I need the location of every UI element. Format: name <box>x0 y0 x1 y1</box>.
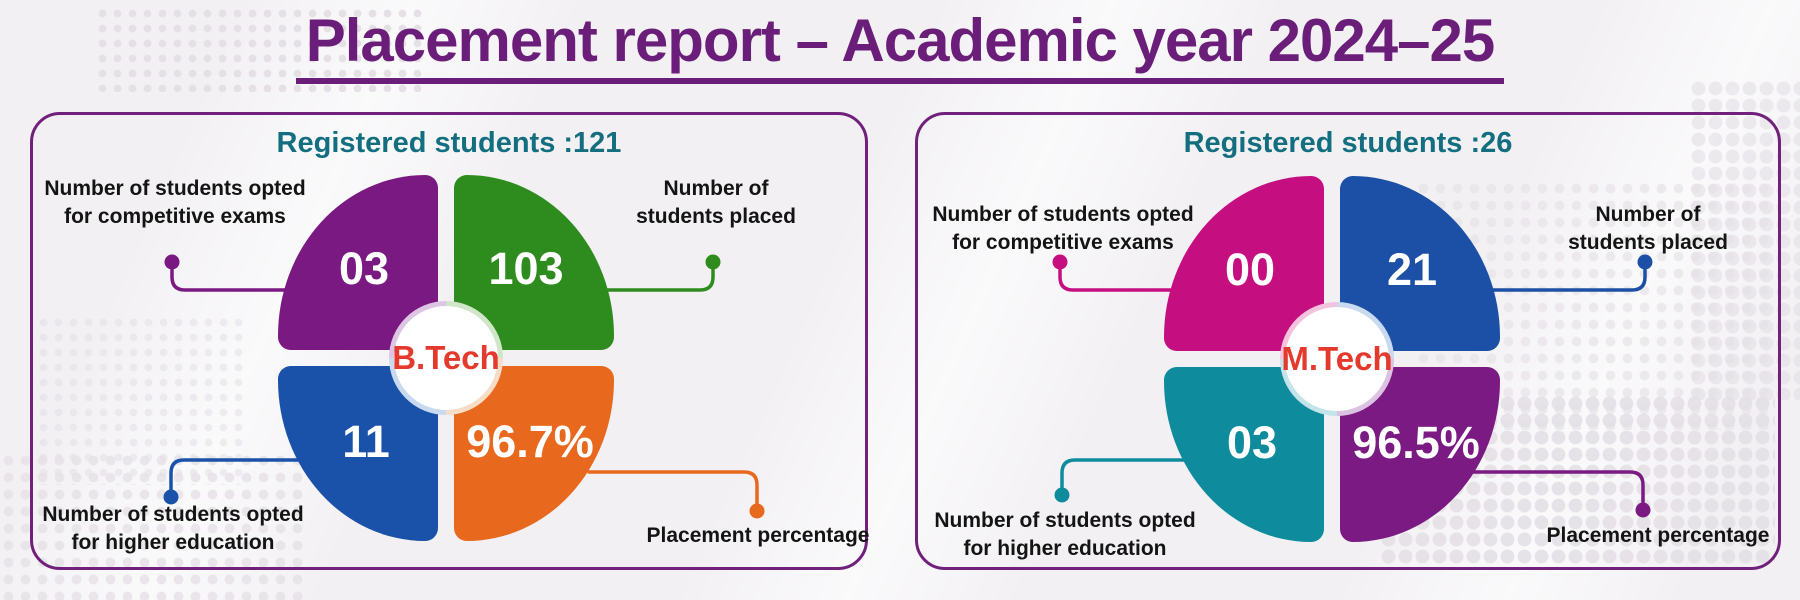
panel-btech: Registered students :121 03 103 11 96.7%… <box>30 112 869 570</box>
chart-center-label-mtech: M.Tech <box>1281 307 1393 411</box>
segment-value: 00 <box>1224 243 1276 295</box>
registered-students-btech: Registered students :121 <box>276 127 622 159</box>
segment-value: 103 <box>488 242 564 294</box>
label-line: Placement percentage <box>646 524 870 547</box>
page-title-wrap: Placement report – Academic year 2024–25 <box>0 8 1800 84</box>
label-line: for competitive exams <box>952 231 1174 254</box>
label-higher-ed-mtech: Number of students opted for higher educ… <box>930 507 1200 563</box>
label-line: for higher education <box>71 531 275 554</box>
label-line: students placed <box>1568 231 1728 254</box>
label-line: Number of students opted <box>932 203 1194 226</box>
label-line: Number of <box>663 177 769 200</box>
label-line: for competitive exams <box>64 205 286 228</box>
segment-value: 96.5% <box>1352 416 1480 468</box>
segment-value: 11 <box>342 415 390 467</box>
label-higher-ed-btech: Number of students opted for higher educ… <box>38 501 308 557</box>
label-placed-btech: Number of students placed <box>581 175 851 231</box>
label-line: for higher education <box>963 537 1167 560</box>
segment-value: 03 <box>1226 416 1278 468</box>
label-line: students placed <box>636 205 796 228</box>
label-percentage-btech: Placement percentage <box>623 522 893 550</box>
label-competitive-btech: Number of students opted for competitive… <box>40 175 310 231</box>
chart-center-mtech: M.Tech <box>1280 302 1394 416</box>
panel-mtech: Registered students :26 00 21 03 96.5% M… <box>915 112 1781 570</box>
chart-center-label-btech: B.Tech <box>392 306 500 410</box>
label-line: Number of students opted <box>44 177 306 200</box>
label-placed-mtech: Number of students placed <box>1513 201 1783 257</box>
page-title: Placement report – Academic year 2024–25 <box>295 8 1505 84</box>
label-competitive-mtech: Number of students opted for competitive… <box>928 201 1198 257</box>
label-line: Placement percentage <box>1546 524 1770 547</box>
chart-center-btech: B.Tech <box>389 301 503 415</box>
segment-value: 96.7% <box>466 415 594 467</box>
registered-students-mtech: Registered students :26 <box>1183 127 1513 159</box>
segment-value: 03 <box>338 242 390 294</box>
segment-value: 21 <box>1386 243 1438 295</box>
label-line: Number of <box>1595 203 1701 226</box>
label-line: Number of students opted <box>42 503 304 526</box>
label-percentage-mtech: Placement percentage <box>1523 522 1793 550</box>
label-line: Number of students opted <box>934 509 1196 532</box>
